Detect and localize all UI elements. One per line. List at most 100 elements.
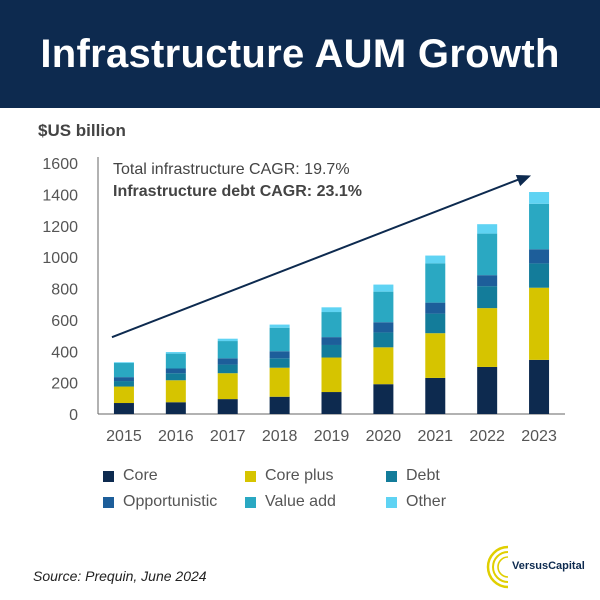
legend-label: Core [123, 467, 158, 484]
y-tick-label: 1000 [42, 250, 78, 267]
bar-segment-value-add [321, 312, 342, 338]
bar-segment-core [269, 396, 290, 414]
title-banner: Infrastructure AUM Growth [0, 0, 600, 108]
cagr-debt-annotation: Infrastructure debt CAGR: 23.1% [113, 183, 362, 200]
y-tick-label: 1400 [42, 187, 78, 204]
source-note: Source: Prequin, June 2024 [33, 568, 207, 584]
bar-segment-debt [113, 381, 134, 387]
bar-segment-opportunistic [165, 368, 186, 374]
x-tick-label: 2022 [469, 428, 505, 445]
bar-segment-opportunistic [477, 275, 498, 287]
legend-label: Debt [406, 467, 440, 484]
bar-segment-debt [373, 332, 394, 348]
bar-segment-value-add [113, 363, 134, 378]
legend-item-core-plus: Core plus [245, 467, 333, 485]
y-tick-label: 600 [51, 313, 78, 330]
x-tick-label: 2015 [106, 428, 142, 445]
y-tick-label: 400 [51, 344, 78, 361]
x-tick-label: 2023 [521, 428, 557, 445]
bar-segment-value-add [165, 353, 186, 369]
bar-segment-opportunistic [269, 351, 290, 359]
versus-capital-logo [486, 545, 509, 589]
legend-label: Opportunistic [123, 493, 218, 510]
x-tick-label: 2019 [314, 428, 350, 445]
legend-item-value-add: Value add [245, 493, 336, 511]
y-tick-label: 1600 [42, 156, 78, 173]
bar-segment-core [217, 399, 238, 414]
bar-segment-core-plus [477, 308, 498, 367]
bar-segment-core-plus [165, 380, 186, 403]
bar-segment-core-plus [217, 373, 238, 400]
bar-segment-value-add [217, 341, 238, 359]
bar-segment-core [165, 402, 186, 414]
bar-segment-debt [477, 286, 498, 309]
y-tick-label: 1200 [42, 219, 78, 236]
page-title: Infrastructure AUM Growth [40, 31, 560, 76]
bar-segment-opportunistic [529, 249, 550, 264]
bar-segment-debt [269, 358, 290, 368]
bar-segment-core [113, 403, 134, 414]
legend-item-other: Other [386, 493, 446, 511]
bar-segment-core [425, 377, 446, 414]
bar-segment-core-plus [269, 367, 290, 397]
chart-legend: Core Core plus Debt Opportunistic Value add O… [0, 462, 600, 522]
bar-segment-core [529, 359, 550, 414]
legend-label: Value add [265, 493, 336, 510]
bar-segment-debt [425, 313, 446, 334]
bar-segment-opportunistic [425, 302, 446, 314]
bar-segment-other [113, 362, 134, 364]
cagr-total-annotation: Total infrastructure CAGR: 19.7% [113, 161, 350, 178]
bar-segment-other [165, 352, 186, 354]
bar-segment-core-plus [113, 386, 134, 404]
legend-item-opportunistic: Opportunistic [103, 493, 217, 511]
bar-segment-value-add [373, 291, 394, 323]
y-axis-unit-label: $US billion [38, 121, 126, 140]
logo-wordmark: VersusCapital [512, 560, 585, 572]
bar-segment-debt [165, 373, 186, 381]
trend-arrow-head [515, 174, 532, 187]
y-tick-label: 200 [51, 376, 78, 393]
bar-segment-other [217, 338, 238, 342]
legend-item-debt: Debt [386, 467, 440, 485]
bar-segment-value-add [477, 233, 498, 276]
legend-swatch [386, 470, 397, 482]
legend-swatch [245, 496, 256, 508]
bar-segment-debt [529, 263, 550, 288]
bar-segment-value-add [529, 203, 550, 250]
bar-segment-other [373, 284, 394, 292]
bar-segment-core-plus [373, 347, 394, 385]
x-tick-label: 2021 [417, 428, 453, 445]
bar-segment-core-plus [425, 333, 446, 378]
bar-segment-value-add [425, 263, 446, 303]
legend-label: Other [406, 493, 447, 510]
x-tick-label: 2017 [210, 428, 246, 445]
bar-segment-opportunistic [113, 377, 134, 382]
bar-segment-value-add [269, 327, 290, 352]
y-tick-label: 800 [51, 282, 78, 299]
bar-segment-core [373, 384, 394, 414]
bar-segment-other [269, 324, 290, 328]
legend-swatch [103, 470, 114, 482]
x-tick-label: 2020 [366, 428, 402, 445]
y-tick-label: 0 [69, 407, 78, 424]
legend-label: Core plus [265, 467, 334, 484]
legend-item-core: Core [103, 467, 158, 485]
bar-segment-opportunistic [321, 337, 342, 345]
bar-segment-other [529, 192, 550, 204]
bar-segment-core-plus [321, 357, 342, 393]
bar-segment-core [477, 366, 498, 414]
bar-segment-core-plus [529, 287, 550, 360]
bar-segment-debt [217, 364, 238, 374]
x-tick-label: 2018 [262, 428, 298, 445]
legend-swatch [103, 496, 114, 508]
x-tick-label: 2016 [158, 428, 194, 445]
bar-segment-debt [321, 344, 342, 358]
bar-segment-opportunistic [373, 322, 394, 333]
legend-swatch [386, 496, 397, 508]
bar-segment-other [425, 255, 446, 264]
bar-segment-opportunistic [217, 358, 238, 365]
bar-segment-core [321, 392, 342, 414]
trend-arrow-line [111, 177, 522, 339]
bar-segment-other [321, 307, 342, 313]
